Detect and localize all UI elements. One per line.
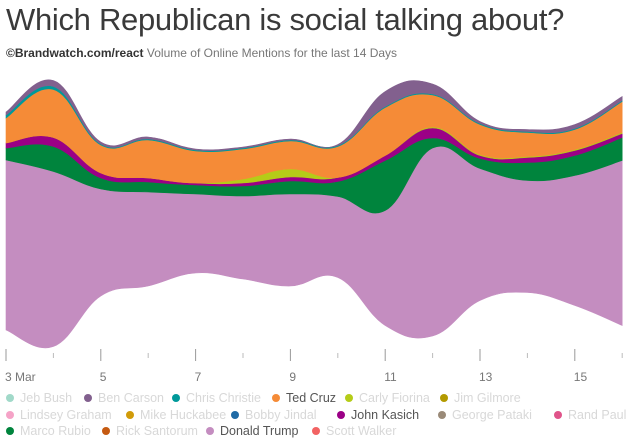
legend-row: Jeb Bush Ben Carson Chris Christie Ted Cruz… — [6, 391, 630, 408]
legend-item-john-kasich[interactable]: John Kasich — [337, 408, 419, 422]
legend-label: George Pataki — [452, 407, 532, 422]
x-tick-label: 3 Mar — [5, 370, 36, 384]
legend-dot-icon — [345, 394, 353, 402]
legend-item-marco-rubio[interactable]: Marco Rubio — [6, 424, 91, 438]
x-axis: 3 Mar 5 7 9 11 13 15 — [5, 349, 623, 384]
legend-row: Marco Rubio Rick Santorum Donald Trump Scot… — [6, 424, 630, 441]
legend-dot-icon — [102, 427, 110, 435]
legend-item-rick-santorum[interactable]: Rick Santorum — [102, 424, 198, 438]
x-tick-label: 5 — [100, 370, 107, 384]
chart-title: Which Republican is social talking about… — [6, 2, 565, 37]
legend-item-rand-paul[interactable]: Rand Paul — [554, 408, 626, 422]
x-tick-label: 9 — [289, 370, 296, 384]
legend-dot-icon — [6, 394, 14, 402]
legend-label: Ben Carson — [98, 391, 165, 405]
legend-item-carly-fiorina[interactable]: Carly Fiorina — [345, 391, 430, 405]
legend-label: Scott Walker — [326, 424, 397, 438]
stream-layer-ben-carson[interactable] — [5, 79, 623, 152]
legend-item-mike-huckabee[interactable]: Mike Huckabee — [126, 408, 226, 422]
chart-subtitle: ©Brandwatch.com/react Volume of Online M… — [6, 46, 397, 60]
legend-label: Marco Rubio — [20, 424, 91, 438]
legend-label: Jeb Bush — [20, 391, 73, 405]
legend-label: Mike Huckabee — [140, 407, 227, 422]
legend-item-donald-trump[interactable]: Donald Trump — [206, 424, 299, 438]
legend-dot-icon — [312, 427, 320, 435]
legend-dot-icon — [84, 394, 92, 402]
legend-dot-icon — [6, 427, 14, 435]
legend-dot-icon — [206, 427, 214, 435]
legend-label: Bobby Jindal — [245, 407, 317, 422]
legend-label: Ted Cruz — [286, 391, 337, 405]
legend-label: John Kasich — [351, 407, 420, 422]
legend-item-chris-christie[interactable]: Chris Christie — [172, 391, 261, 405]
legend-dot-icon — [438, 410, 446, 419]
legend: Jeb Bush Ben Carson Chris Christie Ted Cruz… — [6, 391, 630, 441]
legend-label: Carly Fiorina — [359, 391, 430, 405]
x-tick-label: 7 — [195, 370, 202, 384]
legend-dot-icon — [272, 394, 280, 402]
legend-item-george-pataki[interactable]: George Pataki — [438, 408, 532, 422]
legend-item-bobby-jindal[interactable]: Bobby Jindal — [231, 408, 317, 422]
legend-dot-icon — [554, 410, 562, 419]
legend-item-jeb-bush[interactable]: Jeb Bush — [6, 391, 72, 405]
legend-label: Rand Paul — [568, 407, 627, 422]
x-tick-label: 11 — [384, 370, 397, 384]
legend-item-lindsey-graham[interactable]: Lindsey Graham — [6, 408, 112, 422]
legend-dot-icon — [231, 410, 239, 419]
legend-item-scott-walker[interactable]: Scott Walker — [312, 424, 396, 438]
x-tick-label: 13 — [479, 370, 493, 384]
legend-label: Donald Trump — [220, 424, 299, 438]
legend-label: Lindsey Graham — [20, 407, 112, 422]
legend-dot-icon — [172, 394, 180, 402]
legend-dot-icon — [126, 410, 134, 419]
legend-dot-icon — [440, 394, 448, 402]
legend-label: Jim Gilmore — [454, 391, 521, 405]
stream-layers — [5, 79, 623, 349]
legend-label: Rick Santorum — [116, 424, 198, 438]
legend-dot-icon — [6, 410, 14, 419]
source-credit: ©Brandwatch.com/react — [6, 46, 144, 60]
legend-row: Lindsey Graham Mike Huckabee Bobby Jindal J… — [6, 408, 630, 425]
subtitle-text: Volume of Online Mentions for the last 1… — [146, 46, 398, 60]
x-tick-label: 15 — [574, 370, 588, 384]
streamgraph-chart: 3 Mar 5 7 9 11 13 15 — [5, 79, 623, 384]
legend-dot-icon — [337, 410, 345, 419]
legend-item-ben-carson[interactable]: Ben Carson — [84, 391, 164, 405]
legend-item-jim-gilmore[interactable]: Jim Gilmore — [440, 391, 521, 405]
legend-label: Chris Christie — [186, 391, 262, 405]
legend-item-ted-cruz[interactable]: Ted Cruz — [272, 391, 336, 405]
